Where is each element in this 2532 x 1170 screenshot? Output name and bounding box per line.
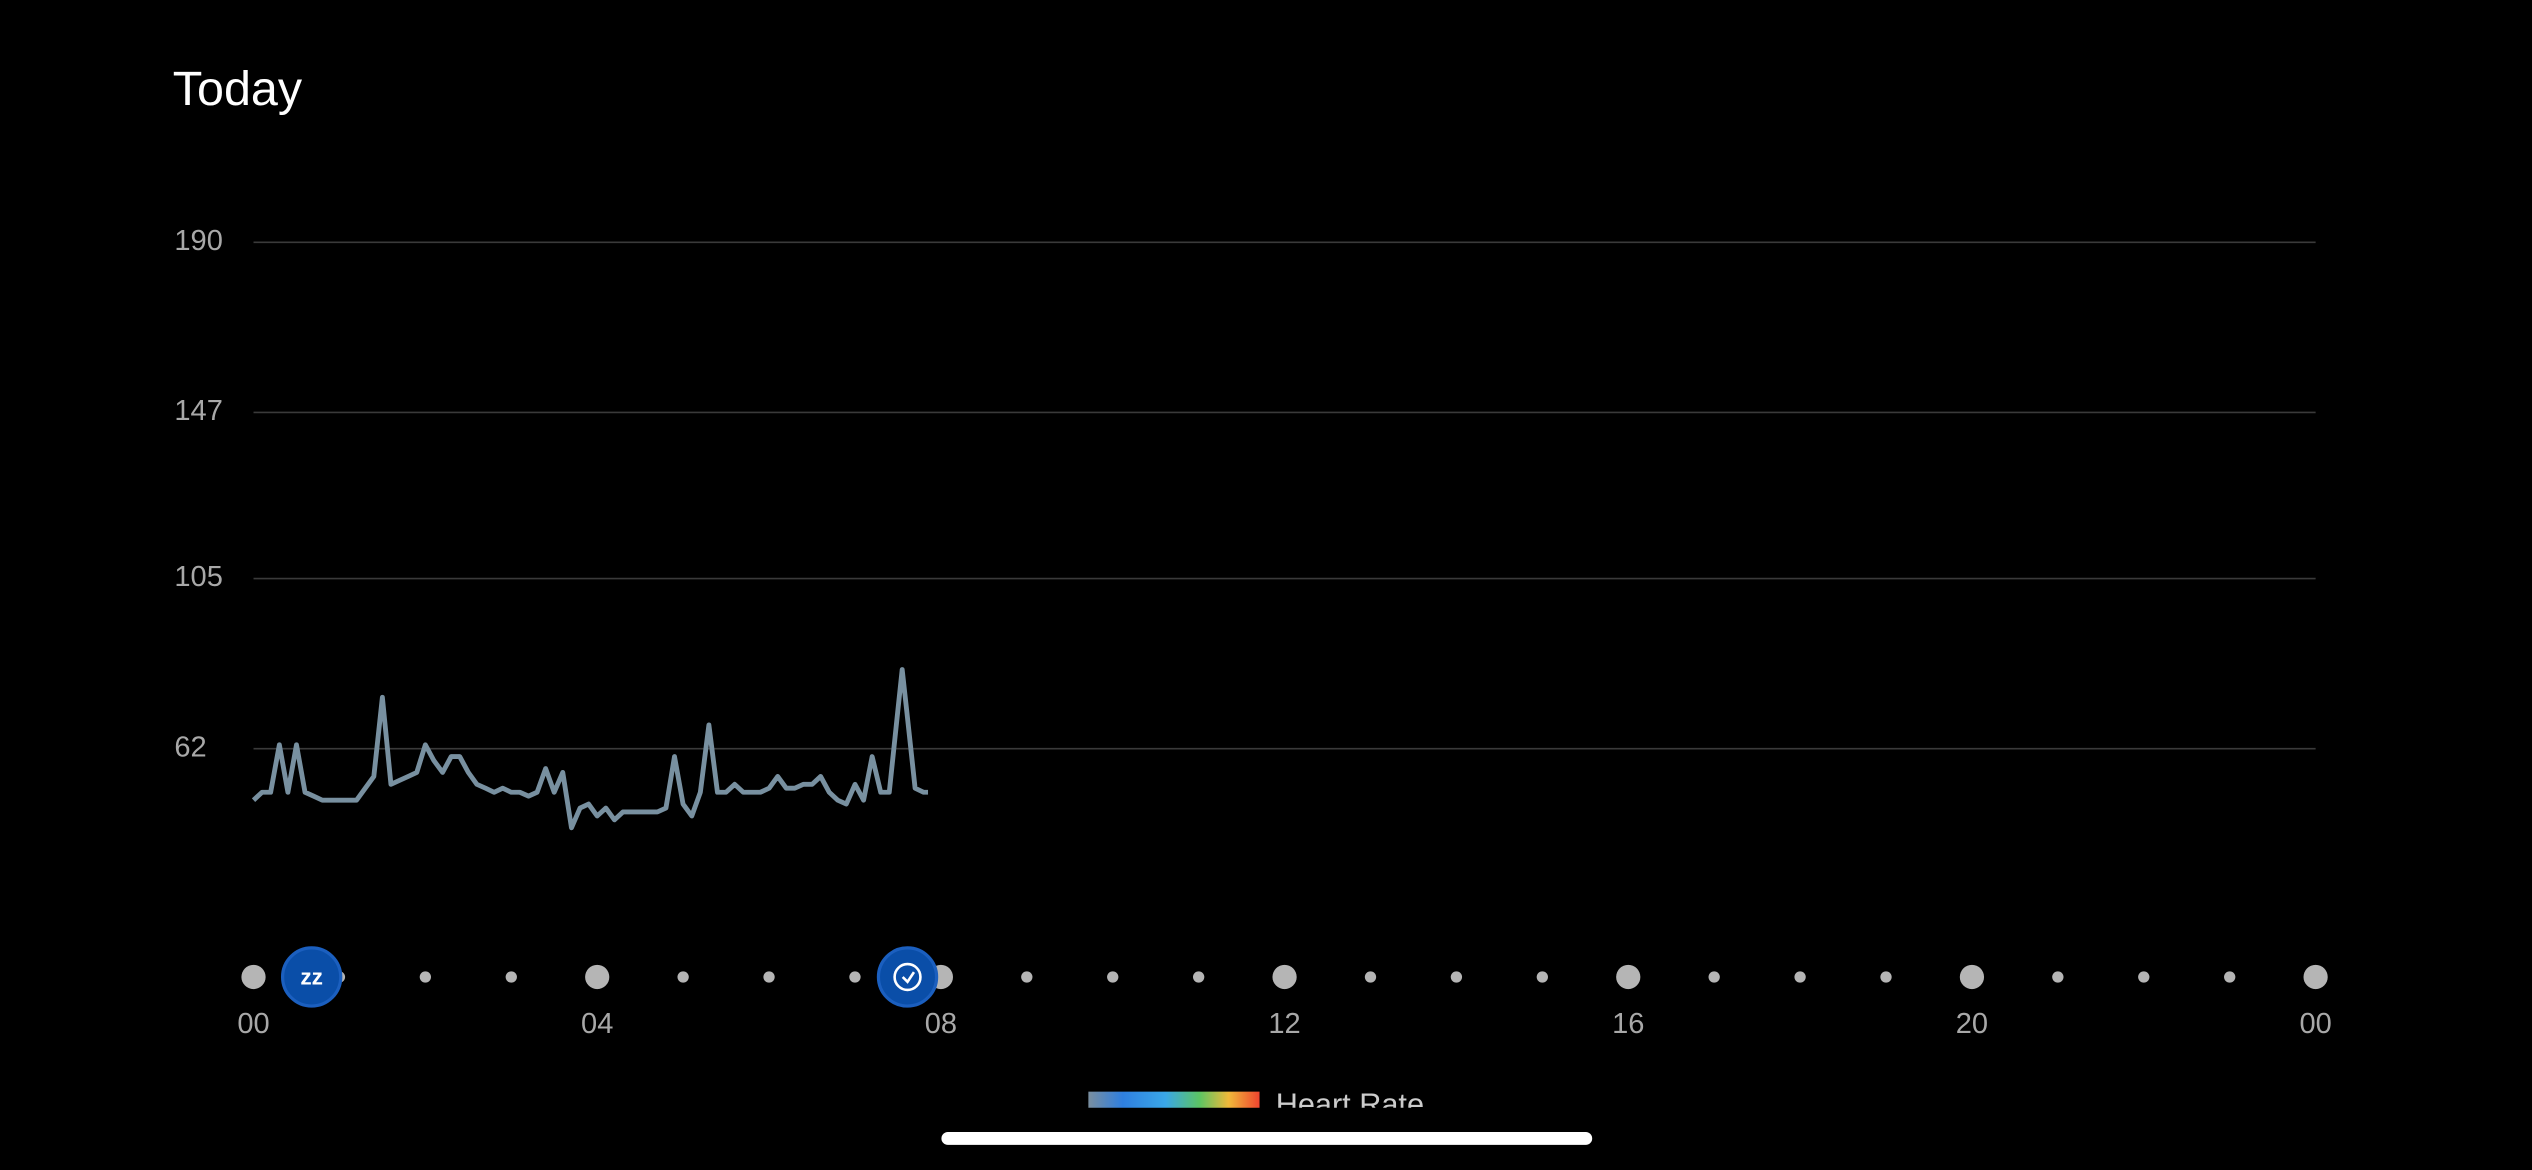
x-tick — [2303, 964, 2328, 990]
x-tick-label: 00 — [237, 1008, 269, 1040]
x-minor-tick — [505, 971, 517, 983]
x-tick — [241, 964, 266, 990]
y-tick-label: 190 — [174, 225, 222, 257]
x-tick — [1959, 964, 1985, 990]
heart-rate-line — [251, 667, 929, 831]
x-tick-label: 00 — [2299, 1008, 2331, 1040]
x-minor-tick — [1880, 971, 1892, 983]
x-minor-tick — [419, 971, 432, 983]
x-minor-tick — [1192, 971, 1205, 983]
alarm-icon — [876, 946, 939, 1008]
x-tick-label: 08 — [925, 1008, 957, 1040]
x-minor-tick — [1536, 971, 1548, 983]
x-minor-tick — [1450, 971, 1463, 983]
x-minor-tick — [1708, 971, 1720, 983]
x-minor-tick — [763, 971, 775, 983]
x-minor-tick — [2224, 971, 2236, 983]
x-minor-tick — [1021, 971, 1033, 983]
x-tick — [1616, 964, 1641, 990]
home-indicator — [941, 1132, 1593, 1145]
x-tick-label: 12 — [1268, 1008, 1300, 1040]
y-tick-label: 147 — [174, 395, 222, 427]
x-tick-label: 20 — [1956, 1008, 1988, 1040]
x-minor-tick — [2138, 971, 2150, 983]
x-minor-tick — [1794, 971, 1806, 983]
x-tick — [1272, 964, 1297, 990]
legend-label: Heart Rate — [1276, 1086, 1424, 1121]
x-minor-tick — [677, 971, 689, 983]
legend: Heart Rate — [1088, 1086, 1424, 1121]
title: Today — [173, 62, 303, 116]
x-tick-label: 16 — [1612, 1008, 1644, 1040]
x-minor-tick — [849, 971, 861, 983]
x-tick-label: 04 — [581, 1008, 613, 1040]
x-minor-tick — [1107, 971, 1119, 983]
svg-text:zz: zz — [300, 965, 323, 990]
x-minor-tick — [1364, 971, 1377, 983]
sleep-icon: zz — [280, 946, 343, 1008]
x-tick — [585, 964, 610, 990]
y-tick-label: 105 — [174, 561, 222, 593]
y-tick-label: 62 — [174, 731, 206, 763]
plot: 62 105 147 190 00 04 08 12 16 20 00 — [174, 225, 2331, 1040]
x-minor-tick — [2052, 971, 2064, 983]
legend-swatch — [1088, 1091, 1260, 1108]
